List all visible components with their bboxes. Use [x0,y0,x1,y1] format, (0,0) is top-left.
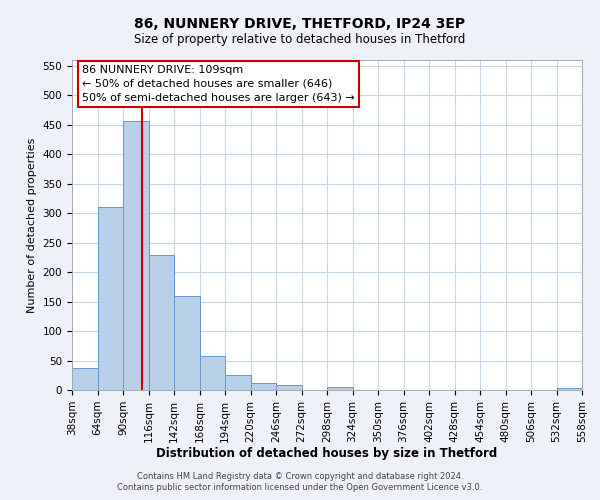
Bar [199,356,225,390]
Bar [327,387,353,390]
X-axis label: Distribution of detached houses by size in Thetford: Distribution of detached houses by size … [157,448,497,460]
Bar [225,374,251,390]
Bar [149,255,174,390]
Bar [276,386,302,390]
Bar [123,120,149,390]
Y-axis label: Number of detached properties: Number of detached properties [27,138,37,312]
Text: Size of property relative to detached houses in Thetford: Size of property relative to detached ho… [134,32,466,46]
Text: Contains HM Land Registry data © Crown copyright and database right 2024.: Contains HM Land Registry data © Crown c… [137,472,463,481]
Bar [174,296,199,390]
Bar [97,206,123,390]
Bar [72,368,97,390]
Bar [251,383,276,390]
Text: 86, NUNNERY DRIVE, THETFORD, IP24 3EP: 86, NUNNERY DRIVE, THETFORD, IP24 3EP [134,18,466,32]
Bar [557,388,582,390]
Text: Contains public sector information licensed under the Open Government Licence v3: Contains public sector information licen… [118,484,482,492]
Text: 86 NUNNERY DRIVE: 109sqm
← 50% of detached houses are smaller (646)
50% of semi-: 86 NUNNERY DRIVE: 109sqm ← 50% of detach… [82,65,355,103]
